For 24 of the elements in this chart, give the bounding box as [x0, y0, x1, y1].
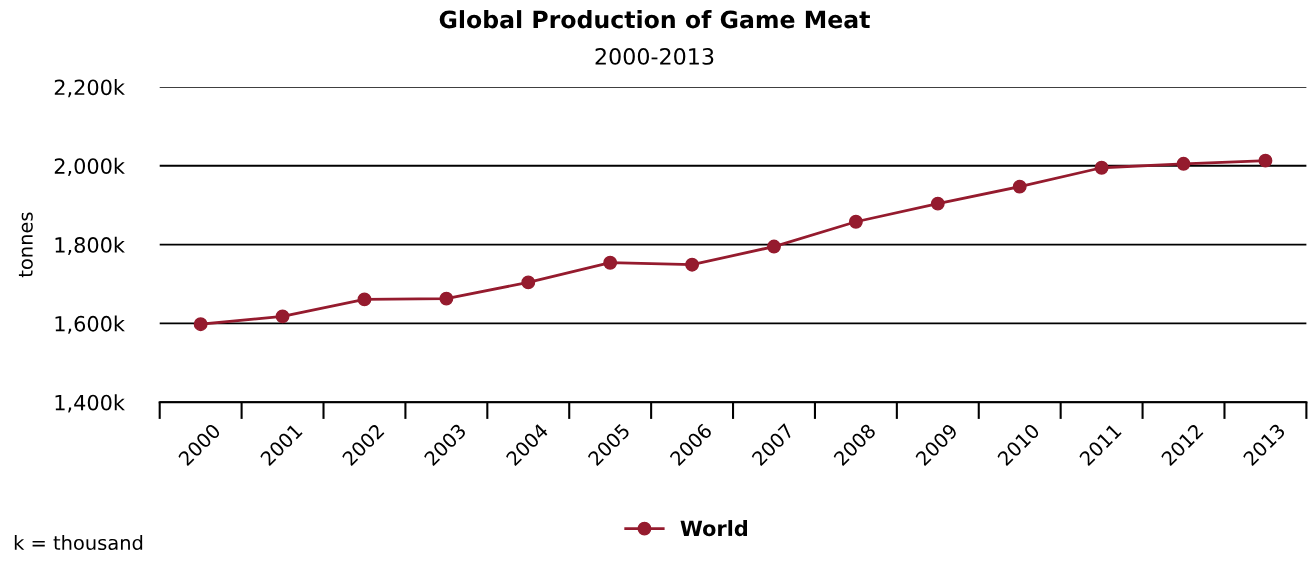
- y-tick-label: 1,800k: [55, 236, 125, 255]
- text: k = thousand: [14, 535, 143, 551]
- chart-title: Global Production of Game Meat: [439, 10, 870, 29]
- point: [439, 291, 454, 306]
- y-tick-label: 2,200k: [54, 79, 125, 98]
- point: [275, 309, 290, 324]
- point: [603, 255, 618, 270]
- point: [848, 214, 863, 229]
- point: [1094, 160, 1109, 175]
- point: [521, 275, 536, 290]
- point: [930, 196, 945, 211]
- point: [1258, 153, 1273, 168]
- point: [767, 239, 781, 254]
- point: [1012, 179, 1027, 194]
- point: [1176, 156, 1191, 171]
- y-tick-label: 2,000k: [54, 157, 125, 177]
- y-axis-title: tonnes: [18, 212, 33, 278]
- point: [685, 257, 700, 272]
- y-tick-label: 1,400k: [55, 394, 125, 413]
- legend-label: World: [680, 520, 747, 537]
- y-tick-label: 1,600k: [55, 315, 125, 334]
- chart-subtitle: 2000-2013: [595, 48, 714, 65]
- point: [357, 292, 372, 307]
- point: [193, 317, 208, 332]
